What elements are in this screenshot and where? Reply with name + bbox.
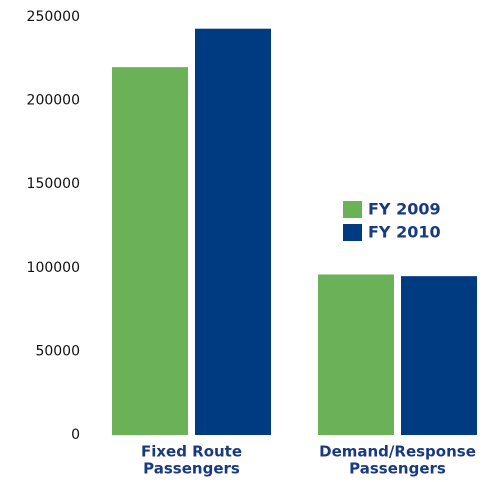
x-tick-label: Passengers xyxy=(143,460,240,478)
x-tick-label: Passengers xyxy=(349,460,446,478)
x-tick-label: Fixed Route xyxy=(141,443,242,461)
y-tick-label: 50000 xyxy=(35,343,80,359)
legend-swatch xyxy=(343,201,362,218)
y-tick-label: 150000 xyxy=(27,176,80,192)
bar xyxy=(401,276,477,435)
y-tick-label: 250000 xyxy=(27,9,80,25)
bar xyxy=(318,274,394,435)
x-tick-label: Demand/Response xyxy=(319,443,476,461)
legend-label: FY 2009 xyxy=(368,200,441,219)
bar xyxy=(195,28,271,435)
legend-swatch xyxy=(343,224,362,241)
y-tick-label: 100000 xyxy=(27,260,80,276)
bar xyxy=(112,67,188,435)
y-tick-label: 0 xyxy=(71,427,80,443)
legend-label: FY 2010 xyxy=(368,223,441,242)
y-tick-label: 200000 xyxy=(27,93,80,109)
